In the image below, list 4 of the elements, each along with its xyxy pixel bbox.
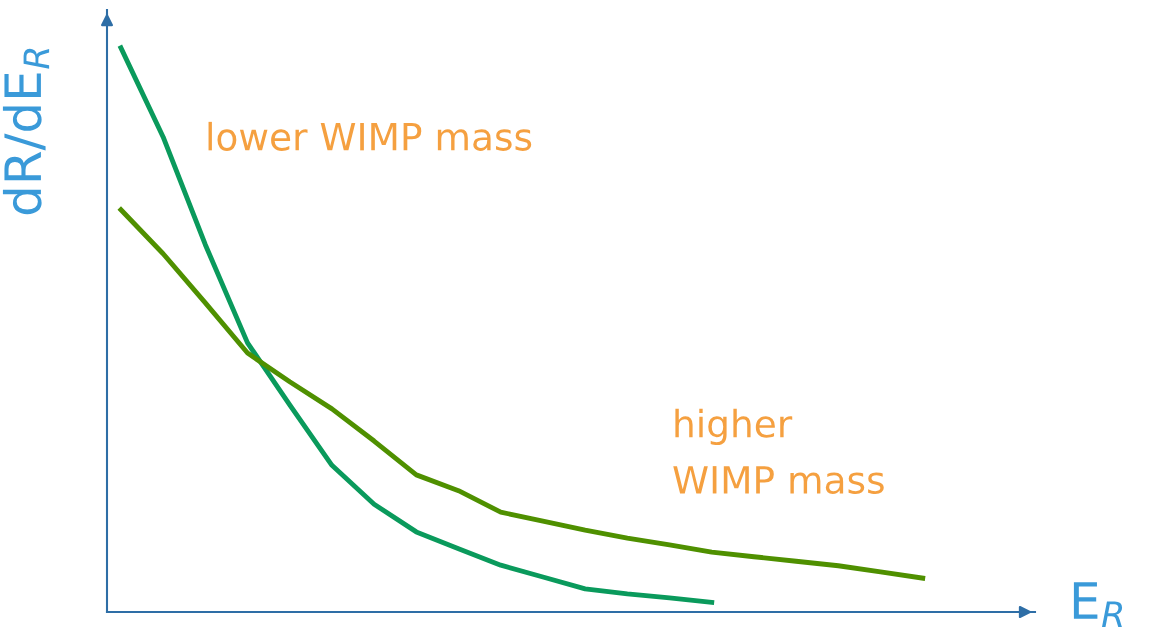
annotation: lower WIMP mass bbox=[208, 121, 532, 151]
x-axis-title: E$_{R}$ bbox=[1073, 582, 1123, 627]
y-axis-title: dR/dE$_{R}$ bbox=[2, 48, 50, 215]
annotation: higher WIMP mass bbox=[673, 408, 884, 494]
